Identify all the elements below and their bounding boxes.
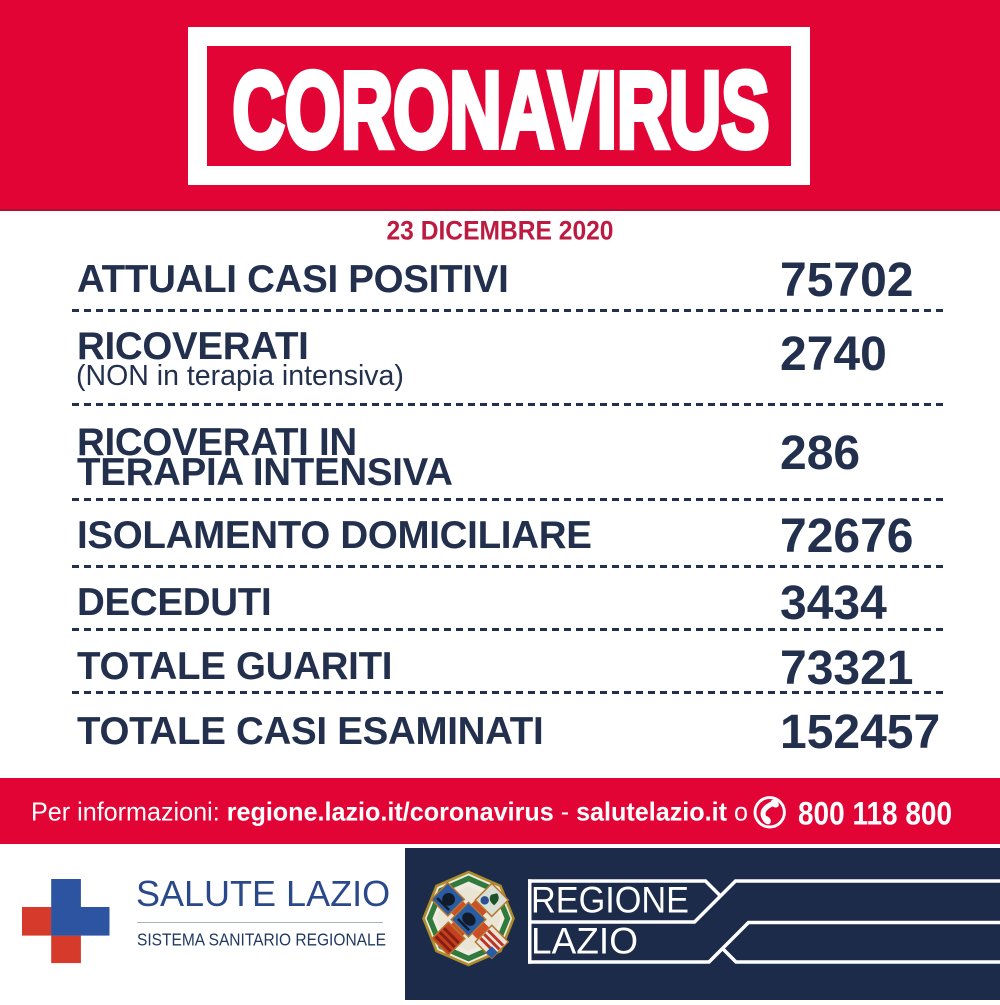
svg-text:SISTEMA SANITARIO REGIONALE: SISTEMA SANITARIO REGIONALE [137, 930, 386, 950]
svg-text:Per informazioni: regione.lazi: Per informazioni: regione.lazio.it/coron… [31, 797, 748, 827]
svg-text:LAZIO: LAZIO [531, 921, 638, 962]
svg-text:23 DICEMBRE 2020: 23 DICEMBRE 2020 [387, 216, 614, 246]
svg-text:800 118 800: 800 118 800 [798, 796, 952, 832]
svg-text:CORONAVIRUS: CORONAVIRUS [233, 49, 770, 170]
svg-text:REGIONE: REGIONE [531, 880, 689, 921]
